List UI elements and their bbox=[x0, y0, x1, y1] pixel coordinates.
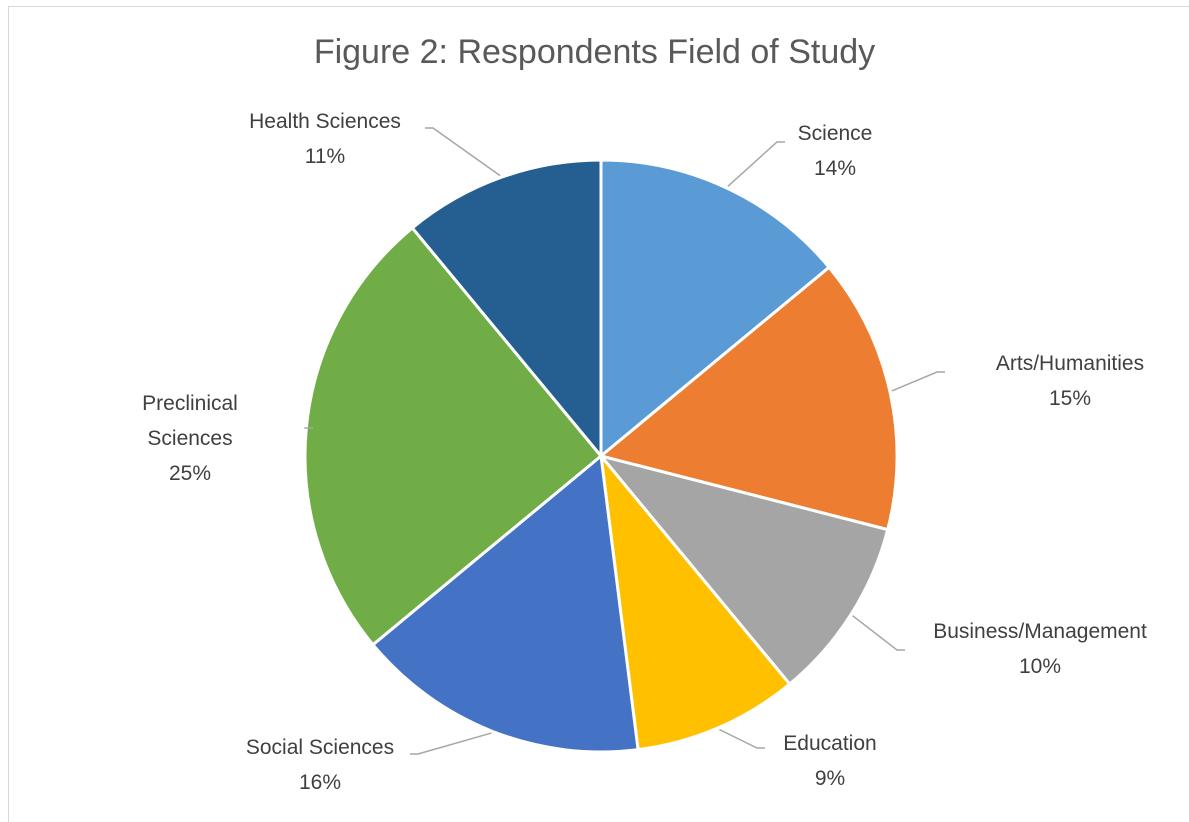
category-label: Business/Management bbox=[933, 620, 1147, 643]
pie-slice bbox=[410, 158, 603, 461]
category-label: Preclinical Sciences bbox=[142, 392, 238, 450]
data-label: Arts/Humanities 15% bbox=[996, 346, 1144, 416]
leader-line bbox=[425, 127, 501, 177]
value-label: 16% bbox=[298, 771, 342, 794]
chart-border bbox=[8, 6, 1189, 822]
category-label: Social Sciences bbox=[245, 736, 395, 759]
chart-title: Figure 2: Respondents Field of Study bbox=[313, 33, 876, 71]
data-label: Business/Management 10% bbox=[933, 614, 1147, 684]
pie-slice bbox=[597, 265, 899, 532]
data-label: Science 14% bbox=[798, 116, 873, 186]
category-label: Arts/Humanities bbox=[995, 352, 1145, 375]
pie-slice bbox=[596, 453, 890, 687]
category-label: Science bbox=[797, 122, 873, 145]
leader-line bbox=[727, 141, 785, 187]
leader-line bbox=[891, 371, 945, 392]
pie-slice bbox=[598, 451, 792, 752]
value-label: 25% bbox=[168, 462, 212, 485]
value-label: 14% bbox=[813, 157, 857, 180]
value-label: 10% bbox=[1018, 655, 1062, 678]
pie-slice bbox=[370, 453, 640, 754]
leader-line bbox=[852, 615, 905, 651]
data-label: Preclinical Sciences 25% bbox=[120, 386, 260, 491]
category-label: Health Sciences bbox=[249, 110, 401, 133]
value-label: 15% bbox=[1048, 387, 1092, 410]
leader-line bbox=[410, 732, 492, 755]
data-label: Education 9% bbox=[783, 726, 876, 796]
data-label: Health Sciences 11% bbox=[249, 104, 401, 174]
data-label: Social Sciences 16% bbox=[246, 730, 394, 800]
value-label: 9% bbox=[814, 767, 846, 790]
category-label: Education bbox=[783, 732, 877, 755]
pie-slice bbox=[599, 158, 832, 460]
value-label: 11% bbox=[304, 145, 346, 168]
leader-line bbox=[719, 728, 765, 749]
